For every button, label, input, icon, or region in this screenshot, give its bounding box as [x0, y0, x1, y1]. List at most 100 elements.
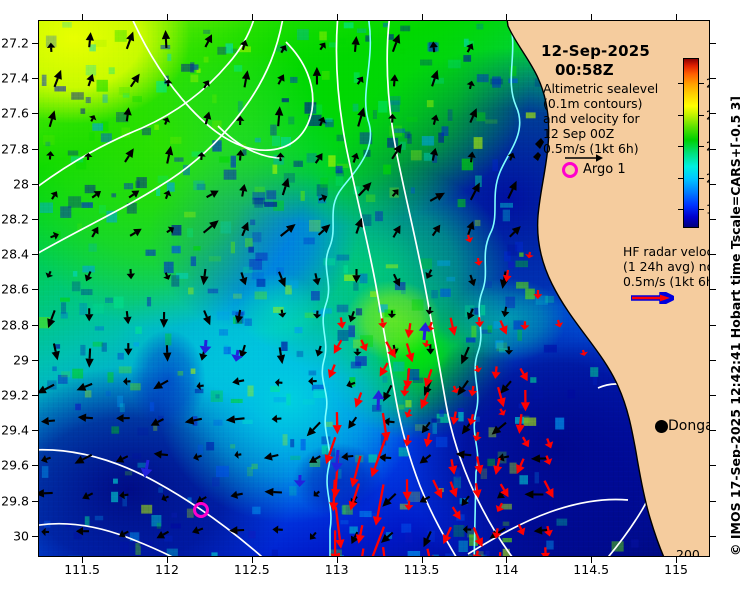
colorbar-tick-label: 23: [706, 75, 710, 91]
y-axis-tick: [32, 42, 38, 44]
y-axis-label: 27.6: [1, 105, 29, 121]
hf-legend-line2: (1 24h avg) noQC: [623, 259, 710, 274]
y-axis-tick: [710, 148, 716, 150]
y-axis-tick: [710, 324, 716, 326]
y-axis-tick: [710, 430, 716, 432]
x-axis-label: 113: [324, 562, 349, 577]
y-axis-label: 27.4: [1, 70, 29, 86]
x-axis-tick: [591, 14, 593, 20]
y-axis-label: 28.8: [1, 317, 29, 333]
y-axis-label: 29.6: [1, 457, 29, 473]
map-plot-area[interactable]: 12-Sep-2025 00:58Z Altimetric sealevel (…: [38, 20, 710, 557]
colorbar-tick-label: 21: [706, 138, 710, 154]
y-axis-label: 28.6: [1, 281, 29, 297]
colorbar-tick: [699, 177, 704, 179]
x-axis-tick: [336, 14, 338, 20]
y-axis-tick: [710, 289, 716, 291]
y-axis-tick: [32, 324, 38, 326]
y-axis-tick: [710, 465, 716, 467]
y-axis-tick: [710, 500, 716, 502]
city-marker-dongara: [655, 420, 668, 433]
y-axis-tick: [710, 42, 716, 44]
x-axis-label: 114.5: [573, 562, 610, 577]
y-axis-tick: [32, 183, 38, 185]
colorbar-tick: [678, 83, 683, 85]
hf-legend-line1: HF radar velocity: [623, 244, 710, 259]
altimetry-scale-arrow-icon: [565, 154, 603, 162]
y-axis-tick: [32, 500, 38, 502]
x-axis-tick: [251, 14, 253, 20]
y-axis-tick: [710, 183, 716, 185]
y-axis-label: 27.2: [1, 35, 29, 51]
altimetry-legend-line4: 12 Sep 00Z: [543, 126, 615, 141]
x-axis-tick: [506, 14, 508, 20]
y-axis-tick: [32, 535, 38, 537]
y-axis-tick: [710, 218, 716, 220]
x-axis-tick: [591, 557, 593, 563]
colorbar-tick: [699, 209, 704, 211]
y-axis-label: 29.2: [1, 387, 29, 403]
x-axis-tick: [676, 14, 678, 20]
temperature-colorbar: [683, 58, 699, 228]
colorbar-tick: [678, 146, 683, 148]
y-axis-tick: [32, 395, 38, 397]
y-axis-label: 28.2: [1, 211, 29, 227]
argo-legend-label: Argo 1: [583, 162, 626, 177]
colorbar-tick: [699, 114, 704, 116]
x-axis-tick: [506, 557, 508, 563]
x-axis-tick: [82, 14, 84, 20]
y-axis-tick: [710, 395, 716, 397]
altimetry-legend-line1: Altimetric sealevel: [543, 81, 659, 96]
y-axis-tick: [32, 430, 38, 432]
argo-legend-icon: [562, 162, 578, 178]
secondary-velocity-vectors: [140, 322, 431, 487]
x-axis-label: 114: [494, 562, 519, 577]
hf-radar-velocity-vectors: [324, 234, 588, 557]
scale-bar-label: 200 1000m: [676, 547, 710, 557]
credit-text: © IMOS 17-Sep-2025 12:42:41 Hobart time …: [728, 96, 740, 556]
y-axis-tick: [32, 218, 38, 220]
colorbar-tick: [678, 114, 683, 116]
x-axis-label: 115: [664, 562, 688, 577]
altimetry-legend-line2: (0.1m contours): [543, 96, 643, 111]
y-axis-tick: [32, 78, 38, 80]
x-axis-tick: [166, 557, 168, 563]
x-axis-label: 111.5: [64, 562, 101, 577]
argo-float-marker[interactable]: [193, 502, 209, 518]
x-axis-label: 112: [155, 562, 179, 577]
y-axis-label: 29: [13, 352, 29, 368]
y-axis-tick: [32, 289, 38, 291]
x-axis-tick: [166, 14, 168, 20]
y-axis-tick: [710, 78, 716, 80]
y-axis-label: 29.8: [1, 493, 29, 509]
y-axis-label: 27.8: [1, 141, 29, 157]
x-axis-label: 112.5: [233, 562, 270, 577]
x-axis-tick: [82, 557, 84, 563]
hf-radar-scale-arrow-icon: [631, 292, 674, 304]
colorbar-tick: [699, 83, 704, 85]
city-label-dongara: Dongara: [668, 418, 710, 434]
colorbar-tick-label: 22: [706, 107, 710, 123]
colorbar-tick: [678, 177, 683, 179]
y-axis-tick: [32, 148, 38, 150]
y-axis-label: 28: [13, 176, 29, 192]
x-axis-tick: [336, 557, 338, 563]
colorbar-tick: [699, 146, 704, 148]
altimetry-velocity-vectors: [38, 30, 549, 548]
colorbar-tick: [678, 209, 683, 211]
hf-legend-line3: 0.5m/s (1kt 6h): [623, 274, 710, 289]
y-axis-tick: [710, 254, 716, 256]
y-axis-tick: [32, 359, 38, 361]
y-axis-tick: [710, 359, 716, 361]
y-axis-tick: [32, 254, 38, 256]
y-axis-tick: [32, 113, 38, 115]
y-axis-label: 28.4: [1, 246, 29, 262]
x-axis-tick: [676, 557, 678, 563]
colorbar-tick-label: 20: [706, 170, 710, 186]
altimetry-legend-line5: 0.5m/s (1kt 6h): [543, 141, 639, 156]
x-axis-tick: [421, 557, 423, 563]
x-axis-tick: [421, 14, 423, 20]
y-axis-label: 29.4: [1, 422, 29, 438]
colorbar-tick-label: 19: [706, 201, 710, 217]
